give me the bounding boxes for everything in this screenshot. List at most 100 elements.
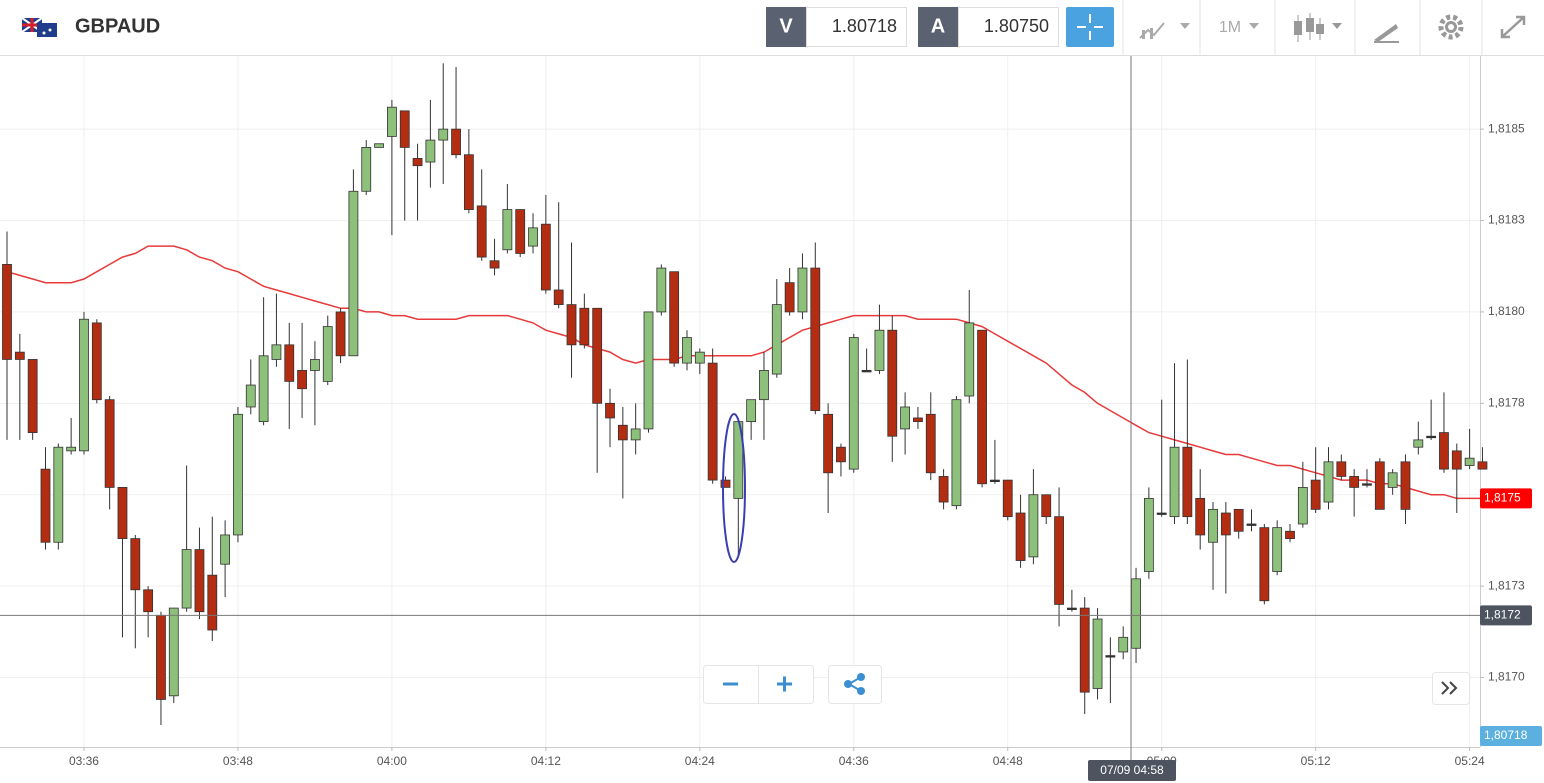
settings[interactable]	[1438, 14, 1464, 40]
zoom-in[interactable]	[777, 676, 792, 692]
x-tick-label: 03:36	[69, 754, 99, 768]
candle-body	[297, 370, 307, 390]
candle-body	[1374, 461, 1385, 510]
candle-body	[977, 329, 987, 485]
candle-body	[181, 549, 192, 609]
candle-body	[1028, 494, 1039, 558]
price-tag-label: 1,8172	[1484, 608, 1521, 622]
candle-body	[836, 446, 846, 463]
candle-body	[617, 424, 628, 441]
ask-price: 1.80750	[984, 16, 1049, 36]
candle-body	[669, 271, 680, 364]
candle-body	[1246, 523, 1257, 526]
candle-body	[66, 446, 77, 452]
fullscreen[interactable]	[1500, 15, 1526, 39]
candle-body	[1323, 461, 1334, 503]
bid-label-box	[766, 7, 806, 47]
overlay: 1,8175 1,8172 1,80718	[0, 488, 1542, 746]
candle-body	[900, 406, 910, 430]
candle-body	[746, 399, 757, 423]
candle-body	[1349, 476, 1360, 488]
candle-body	[220, 534, 231, 565]
candle-body	[887, 329, 898, 437]
candle-body	[1310, 479, 1321, 510]
x-tick-label: 04:24	[685, 754, 715, 768]
candle-body	[1413, 439, 1424, 448]
crosshair-button[interactable]	[1066, 7, 1114, 47]
x-tick-label: 04:36	[839, 754, 869, 768]
candle-body	[310, 359, 320, 371]
candle-body	[964, 322, 975, 397]
candle-body	[348, 190, 359, 357]
timeframe-caret	[1249, 23, 1259, 29]
indicator-menu[interactable]	[1139, 22, 1190, 39]
candle-body	[412, 157, 423, 167]
candle-body	[528, 227, 538, 247]
symbol: GBPAUD	[75, 15, 160, 37]
y-tick-label: 1,8170	[1488, 670, 1525, 684]
candle-body	[53, 446, 64, 543]
candle-body	[913, 417, 923, 423]
scroll-to-end[interactable]	[1432, 672, 1470, 705]
bid-box[interactable]	[806, 7, 907, 47]
candle-body	[40, 468, 51, 543]
candle-body	[271, 344, 282, 360]
candle-body	[1362, 483, 1372, 486]
candle-body	[1387, 472, 1398, 488]
candle-body	[1464, 457, 1475, 466]
candle-body	[489, 260, 500, 269]
candle-body	[1131, 578, 1141, 649]
x-tick-label: 03:48	[223, 754, 253, 768]
ask-box[interactable]	[958, 7, 1059, 47]
candle-body	[194, 549, 205, 613]
candle-body	[605, 402, 615, 419]
candle-body	[104, 399, 115, 488]
candle-body	[463, 154, 474, 210]
candle-body	[848, 337, 859, 470]
candle-body	[553, 289, 564, 306]
candle-body	[1092, 618, 1103, 689]
candle-body	[1105, 655, 1116, 658]
bid-letter: V	[779, 15, 793, 37]
candle-body	[1208, 508, 1218, 543]
candle-body	[1233, 508, 1244, 532]
price-tag	[1480, 605, 1532, 626]
candle-body	[784, 282, 795, 313]
candle-body	[566, 304, 577, 346]
candle-body	[1477, 461, 1488, 470]
candle-body	[861, 370, 872, 373]
candle-body	[990, 479, 1000, 483]
candle-body	[1156, 512, 1167, 515]
candle-body	[771, 304, 782, 375]
candle-body	[1015, 512, 1026, 561]
bid-tag	[1480, 726, 1542, 746]
timeframe[interactable]: 1M	[1219, 19, 1241, 36]
candle-body	[168, 607, 179, 697]
drawing-tool[interactable]	[1374, 24, 1399, 43]
candle-body	[938, 476, 949, 503]
candle-body	[335, 311, 346, 357]
candle-body	[810, 267, 821, 412]
crosshair-time: 07/09 04:58	[1100, 763, 1164, 777]
x-tick-label: 04:12	[531, 754, 561, 768]
price-tag-label: 1,8175	[1484, 491, 1521, 505]
candle-body	[374, 143, 384, 148]
chart-type-menu[interactable]	[1294, 13, 1342, 42]
candle-body	[143, 589, 154, 613]
y-tick-label: 1,8185	[1488, 121, 1525, 135]
candle-body	[1054, 516, 1064, 605]
candle-body	[1143, 497, 1154, 572]
share-button[interactable]	[828, 665, 882, 704]
candle-body	[1259, 527, 1270, 602]
x-tick-label: 04:48	[993, 754, 1023, 768]
candle-body	[951, 399, 962, 507]
candle-body	[694, 351, 705, 364]
x-tick-label: 05:24	[1455, 754, 1485, 768]
candle-body	[386, 106, 397, 137]
candle-body	[1336, 461, 1347, 477]
candle-body	[399, 110, 410, 148]
candle-body	[1272, 527, 1283, 572]
candle-body	[1285, 530, 1295, 540]
